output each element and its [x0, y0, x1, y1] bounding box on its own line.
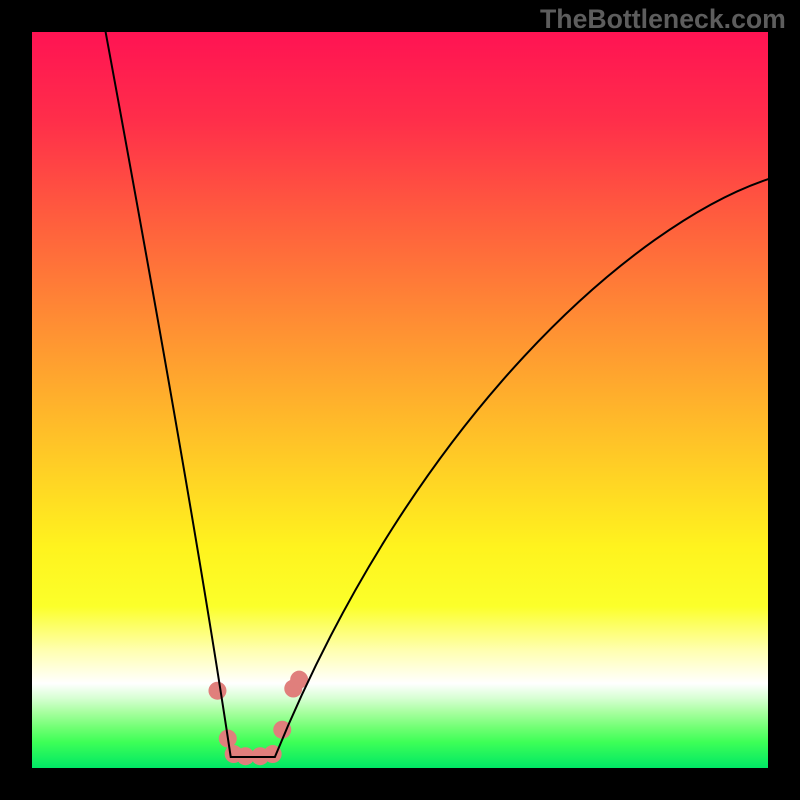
curve-layer: [32, 32, 768, 768]
markers-group: [208, 671, 308, 766]
chart-frame: TheBottleneck.com: [0, 0, 800, 800]
bottleneck-curve: [106, 32, 768, 757]
marker-point: [208, 682, 226, 700]
plot-area: [32, 32, 768, 768]
watermark-text: TheBottleneck.com: [540, 4, 786, 35]
